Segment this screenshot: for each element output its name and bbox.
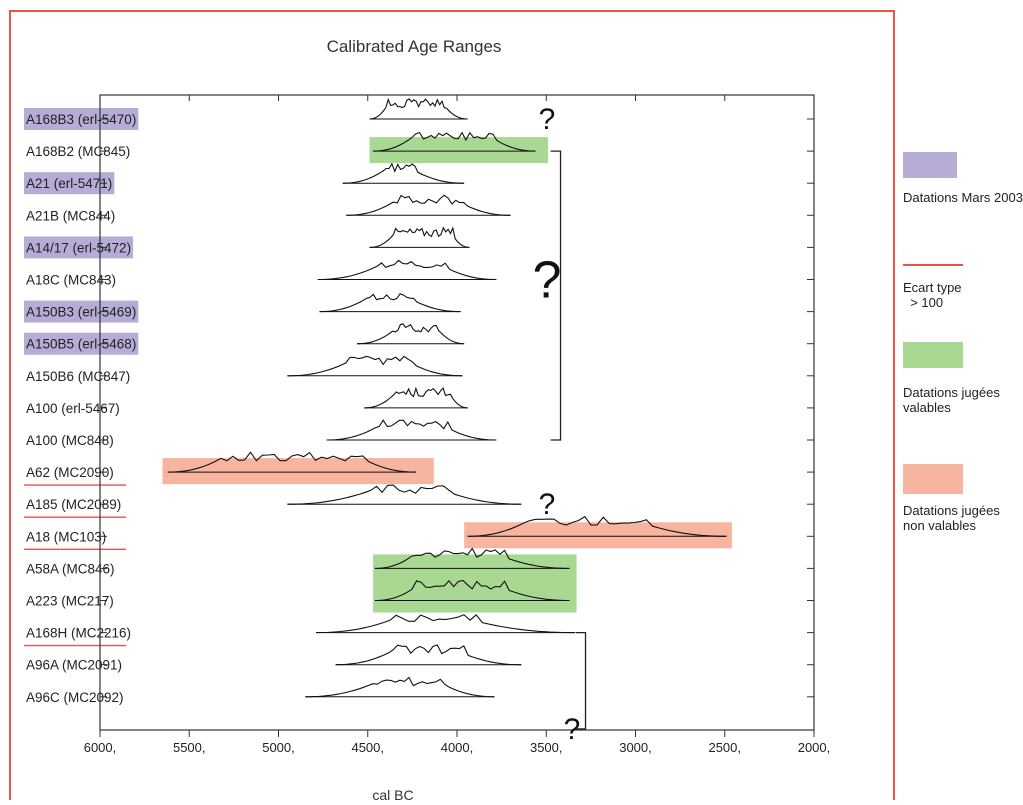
sample-label-14: A58A (MC846) [26,561,115,576]
x-tick-label-1: 5500, [173,740,206,755]
legend-swatch-nonvalable [903,464,963,494]
highlight-box-0 [369,137,549,164]
legend-text-line: Datations jugées [903,385,1000,400]
sample-label-15: A223 (MC217) [26,594,114,609]
sample-label-0: A168B3 (erl-5470) [26,112,136,127]
probability-curve-14 [374,547,570,569]
sample-label-4: A14/17 (erl-5472) [26,240,131,255]
probability-curve-0 [369,97,468,120]
label-highlight-7 [24,332,139,355]
sample-label-10: A100 (MC848) [26,433,114,448]
label-highlight-6 [24,300,139,323]
sample-label-9: A100 (erl-5467) [26,401,120,416]
question-mark-3: ? [564,713,581,746]
legend-swatch-valable [903,342,963,368]
highlight-box-2 [464,522,732,549]
sample-label-11: A62 (MC2090) [26,465,114,480]
x-tick-label-8: 2000, [798,740,831,755]
legend-text-valable: Datations jugées valables [903,385,1000,415]
axis-ticks: 6000, 5500, 5000, 4500, 4000, 3500, 3000, 2500,… [84,95,831,755]
label-highlight-4 [24,236,134,259]
probability-curve-16 [315,614,575,634]
probability-curve-10 [326,419,497,441]
sample-label-2: A21 (erl-5471) [26,176,112,191]
label-highlight-0 [24,108,139,130]
sample-labels: A168B3 (erl-5470) A168B2 (MC845) A21 (erl-… [26,112,136,705]
probability-curve-2 [342,162,465,184]
probability-curve-12 [287,484,522,505]
x-tick-label-7: 2500, [708,740,741,755]
probability-curve-1 [373,131,536,152]
probability-curve-8 [287,355,463,377]
probability-curve-4 [369,226,470,248]
probability-curve-3 [346,194,511,216]
sample-label-1: A168B2 (MC845) [26,144,130,159]
x-tick-label-0: 6000, [84,740,117,755]
sample-label-17: A96A (MC2091) [26,658,122,673]
sample-label-12: A185 (MC2089) [26,497,121,512]
label-background-layer [24,108,139,647]
label-highlight-2 [24,172,115,195]
question-mark-2: ? [539,488,556,521]
sample-label-8: A150B6 (MC847) [26,369,130,384]
sample-label-18: A96C (MC2092) [26,690,124,705]
sample-label-16: A168H (MC2216) [26,626,131,641]
highlight-layer [162,137,732,613]
sample-label-6: A150B3 (erl-5469) [26,305,136,320]
chart-title: Calibrated Age Ranges [327,37,502,56]
probability-curve-9 [364,386,468,409]
x-tick-label-2: 5000, [262,740,295,755]
legend-text-ecart: Ecart type > 100 [903,280,962,310]
legend-text-mars2003: Datations Mars 2003 [903,190,1023,205]
legend-text-line: Ecart type [903,280,962,295]
x-tick-label-4: 4000, [441,740,474,755]
plot-area [99,94,815,731]
legend-text-line: non valables [903,518,976,533]
probability-curves [167,97,727,698]
x-tick-label-6: 3000, [619,740,652,755]
brackets [550,150,587,730]
question-annotations: ???? [532,103,580,746]
probability-curve-7 [357,323,465,345]
probability-curve-6 [319,293,461,313]
bracket-0 [550,150,562,441]
probability-curve-5 [317,259,497,281]
legend-text-line: Datations Mars 2003 [903,190,1023,205]
probability-curve-11 [167,451,416,473]
legend-swatch-ecart [903,264,963,266]
legend-text-nonvalable: Datations jugées non valables [903,503,1000,533]
sample-label-13: A18 (MC103) [26,529,106,544]
x-tick-label-5: 3500, [530,740,563,755]
sample-label-7: A150B5 (erl-5468) [26,337,136,352]
sample-label-5: A18C (MC843) [26,273,116,288]
highlight-box-3 [373,554,577,613]
question-mark-1: ? [532,252,561,310]
probability-curve-13 [467,515,727,537]
bracket-1 [575,631,587,730]
legend-text-line: Datations jugées [903,503,1000,518]
figure-frame [9,10,895,800]
probability-curve-18 [305,676,495,698]
question-mark-0: ? [539,103,556,136]
legend-swatch-mars2003 [903,152,957,178]
highlight-box-1 [162,458,434,485]
legend-text-line: valables [903,400,951,415]
x-axis-label: cal BC [372,787,413,803]
probability-curve-17 [335,644,522,666]
x-tick-label-3: 4500, [351,740,384,755]
sample-label-3: A21B (MC844) [26,208,115,223]
probability-curve-15 [374,579,570,602]
legend-text-line: > 100 [903,295,944,310]
